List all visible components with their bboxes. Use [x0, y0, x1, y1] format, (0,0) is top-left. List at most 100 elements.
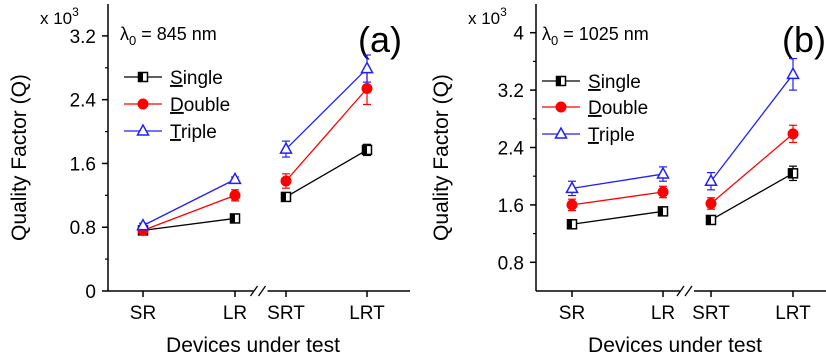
y-tick-label: 0.8 [70, 218, 96, 239]
legend-label-rest: ouble [602, 98, 649, 119]
y-tick-label: 3.2 [70, 27, 96, 48]
annotation-value: = 1025 nm [558, 24, 649, 44]
marker-triangle [136, 123, 150, 136]
marker-square-fill [658, 206, 663, 216]
legend-label-rest: ouble [184, 95, 231, 116]
legend-label: Double [170, 95, 230, 116]
y-axis-label: Quality Factor (Q) [8, 74, 31, 241]
legend-entry-double: Double [124, 95, 230, 116]
marker-circle [137, 98, 149, 110]
legend-underlined-letter: D [170, 95, 184, 116]
series-line-segment [710, 172, 794, 221]
marker-circle [566, 199, 578, 211]
marker-circle [280, 175, 292, 187]
y-tick-label: 3.2 [498, 81, 524, 102]
x-axis-label: Devices under test [166, 334, 340, 357]
series-line-segment [571, 173, 664, 190]
marker-square-fill [281, 192, 286, 202]
annotation-subscript: 0 [551, 33, 558, 48]
annotation-symbol: λ [120, 24, 129, 44]
panel-label: (a) [358, 19, 402, 60]
multiplier-exponent: 3 [500, 5, 507, 19]
axis-break-mark [249, 285, 259, 297]
multiplier-base: x 10 [468, 9, 500, 28]
y-tick-label: 2.4 [70, 91, 97, 112]
marker-square-fill [706, 215, 711, 225]
legend-entry-triple: Triple [124, 122, 217, 143]
legend-label-rest: ingle [601, 72, 641, 93]
marker-triangle [360, 61, 374, 74]
marker-circle [361, 83, 373, 95]
series-line-segment [285, 68, 368, 150]
marker-circle [555, 101, 567, 113]
panel-b: 0.8 1.6 2.4 3.2 4 SR LR SRT LRT Devices under tes… [430, 4, 826, 357]
axis-multiplier: x 103 [40, 5, 79, 28]
legend-label: Double [588, 98, 648, 119]
multiplier-base: x 10 [40, 9, 72, 28]
marker-square-fill [138, 72, 143, 82]
series-single [137, 143, 373, 236]
annotation-symbol: λ [542, 24, 551, 44]
series-line-segment [710, 73, 794, 182]
y-tick-label: 0 [85, 282, 96, 303]
x-tick-label: SRT [267, 303, 305, 324]
y-axis-label: Quality Factor (Q) [430, 74, 453, 241]
legend-label: Triple [170, 122, 217, 143]
marker-triangle [136, 218, 150, 231]
marker-square-fill [230, 213, 235, 223]
x-tick-label: SRT [692, 303, 730, 324]
y-tick-label: 2.4 [498, 139, 525, 160]
series-line-segment [142, 217, 236, 232]
marker-triangle [279, 141, 293, 154]
legend-entry-triple: Triple [542, 125, 635, 146]
x-axis-label: Devices under test [588, 334, 762, 357]
series-triple [136, 54, 374, 231]
series-line-segment [571, 191, 664, 206]
x-tick-label: SR [559, 303, 585, 324]
x-tick-label: LR [223, 303, 247, 324]
marker-circle [705, 197, 717, 209]
series-line-segment [142, 178, 236, 227]
series-line-segment [142, 194, 236, 232]
x-tick-label: LRT [775, 303, 811, 324]
wavelength-annotation: λ0 = 1025 nm [542, 24, 649, 48]
series-triple [565, 57, 800, 197]
y-tick-label: 0.8 [498, 253, 524, 274]
axis-break-mark [676, 285, 685, 297]
legend-underlined-letter: S [170, 68, 183, 89]
marker-square-fill [362, 145, 367, 155]
marker-triangle [554, 126, 568, 139]
legend-underlined-letter: T [588, 125, 600, 146]
legend-entry-double: Double [542, 98, 648, 119]
legend-entry-single: Single [542, 72, 641, 93]
legend-label-rest: ingle [183, 68, 223, 89]
series-line-segment [571, 210, 664, 225]
marker-triangle [228, 171, 242, 185]
legend-entry-single: Single [124, 68, 223, 89]
x-tick-label: LRT [349, 303, 385, 324]
series-single [566, 165, 799, 230]
legend-underlined-letter: D [588, 98, 602, 119]
y-tick-label: 4 [513, 24, 524, 45]
marker-triangle [704, 173, 718, 186]
x-tick-label: LR [651, 303, 675, 324]
y-tick-label: 1.6 [70, 154, 96, 175]
y-tick-label: 1.6 [498, 196, 524, 217]
series-line-segment [285, 149, 368, 198]
marker-triangle [786, 66, 800, 80]
axis-break-mark [684, 285, 693, 297]
marker-square-fill [567, 219, 572, 229]
annotation-value: = 845 nm [136, 24, 217, 44]
x-tick-label: SR [130, 303, 156, 324]
legend-label-rest: riple [599, 125, 635, 146]
legend-label: Single [170, 68, 223, 89]
marker-circle [229, 189, 241, 201]
annotation-subscript: 0 [129, 33, 136, 48]
wavelength-annotation: λ0 = 845 nm [120, 24, 217, 48]
marker-triangle [565, 180, 579, 194]
legend-label: Triple [588, 125, 635, 146]
multiplier-exponent: 3 [72, 5, 79, 19]
marker-triangle [656, 166, 670, 179]
axis-break-mark [257, 285, 267, 297]
